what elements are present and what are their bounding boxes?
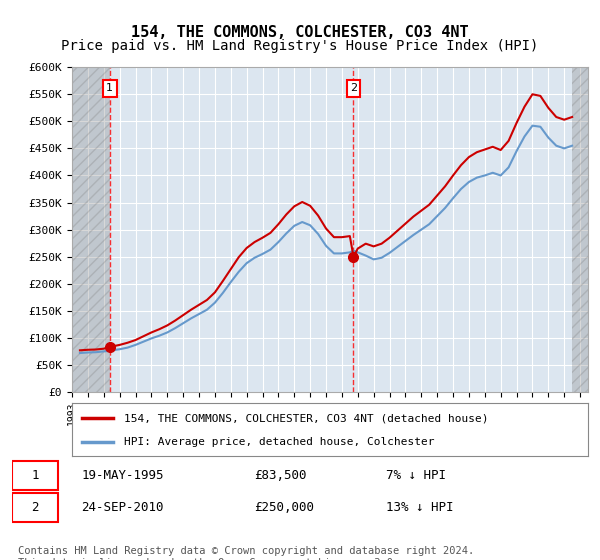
Text: £83,500: £83,500 <box>254 469 307 482</box>
Text: 154, THE COMMONS, COLCHESTER, CO3 4NT: 154, THE COMMONS, COLCHESTER, CO3 4NT <box>131 25 469 40</box>
Text: 2: 2 <box>31 501 39 514</box>
Text: 13% ↓ HPI: 13% ↓ HPI <box>386 501 454 514</box>
Bar <box>72 67 110 392</box>
Text: 154, THE COMMONS, COLCHESTER, CO3 4NT (detached house): 154, THE COMMONS, COLCHESTER, CO3 4NT (d… <box>124 413 488 423</box>
Text: 1: 1 <box>31 469 39 482</box>
Text: Contains HM Land Registry data © Crown copyright and database right 2024.
This d: Contains HM Land Registry data © Crown c… <box>18 546 474 560</box>
FancyBboxPatch shape <box>12 493 58 522</box>
Text: HPI: Average price, detached house, Colchester: HPI: Average price, detached house, Colc… <box>124 436 434 446</box>
Text: 2: 2 <box>350 83 357 94</box>
Text: Price paid vs. HM Land Registry's House Price Index (HPI): Price paid vs. HM Land Registry's House … <box>61 39 539 53</box>
Text: 19-MAY-1995: 19-MAY-1995 <box>81 469 164 482</box>
Bar <box>572 67 588 392</box>
Text: 24-SEP-2010: 24-SEP-2010 <box>81 501 164 514</box>
FancyBboxPatch shape <box>12 461 58 489</box>
Text: £250,000: £250,000 <box>254 501 314 514</box>
Text: 1: 1 <box>106 83 113 94</box>
Text: 7% ↓ HPI: 7% ↓ HPI <box>386 469 446 482</box>
